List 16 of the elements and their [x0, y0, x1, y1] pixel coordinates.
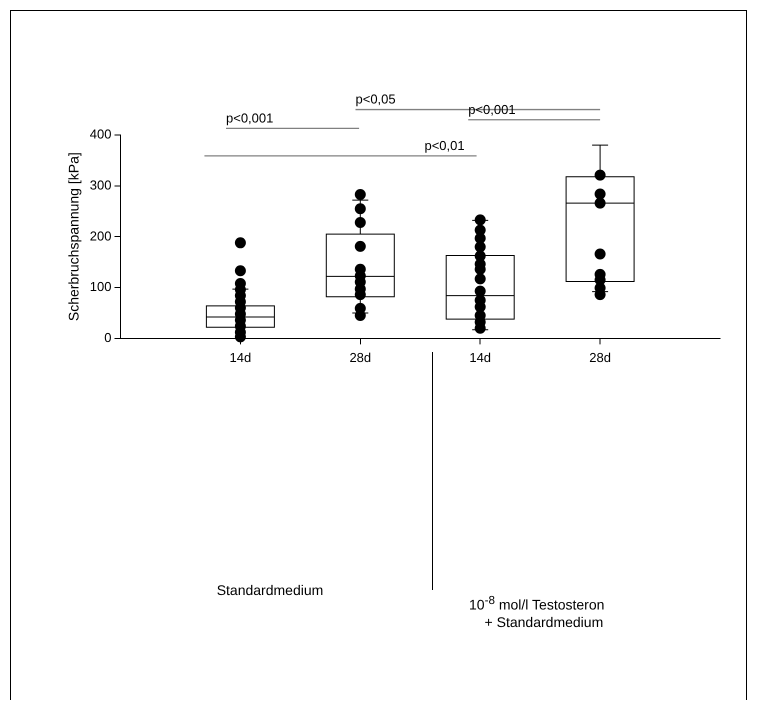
text: p<0,05 — [356, 92, 396, 107]
x-tick-label: 14d — [230, 350, 252, 365]
text: p<0,001 — [226, 110, 274, 126]
text: Standardmedium — [216, 582, 324, 599]
annotation: p<0,01 — [424, 138, 465, 153]
text: 10$^{-8}$ mol/l Testosteron + Standardmedium — [469, 593, 604, 631]
y-tick-label: 300 — [90, 177, 112, 192]
x-tick-label: 14d — [469, 350, 492, 365]
x-tick-label: 28d — [349, 350, 372, 365]
text: p<0,001 — [468, 102, 516, 117]
y-tick-label: 200 — [90, 228, 112, 244]
y-axis-title: Scherbruchspannung [kPa] — [65, 152, 82, 322]
y-tick-label: 100 — [90, 279, 112, 294]
y-tick-label: 400 — [90, 126, 112, 142]
x-tick-label: 28d — [589, 350, 611, 365]
y-tick-label: 0 — [104, 330, 112, 345]
